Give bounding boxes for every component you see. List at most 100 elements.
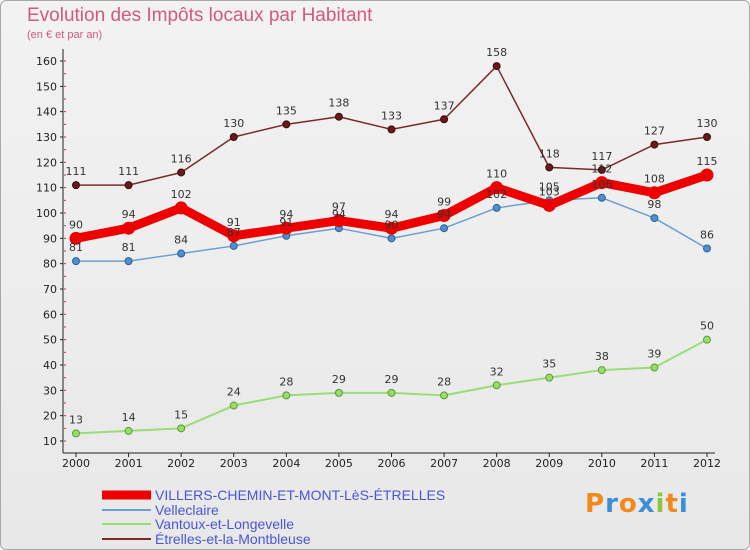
data-point bbox=[385, 221, 398, 235]
y-tick-label: 150 bbox=[36, 80, 57, 93]
y-tick-label: 90 bbox=[43, 232, 57, 245]
legend-label: Velleclaire bbox=[155, 502, 219, 518]
data-label: 97 bbox=[332, 201, 346, 214]
x-tick-label: 2007 bbox=[430, 457, 458, 470]
data-point bbox=[492, 203, 501, 212]
data-point bbox=[703, 335, 711, 344]
data-label: 105 bbox=[539, 180, 560, 193]
y-tick-label: 100 bbox=[36, 207, 57, 220]
data-point bbox=[650, 214, 659, 223]
data-label: 102 bbox=[171, 188, 192, 201]
data-point bbox=[279, 221, 293, 235]
data-label: 94 bbox=[279, 208, 293, 221]
y-tick-label: 80 bbox=[43, 258, 57, 271]
y-tick-label: 10 bbox=[43, 435, 57, 448]
data-label: 91 bbox=[279, 216, 293, 229]
data-label: 38 bbox=[595, 350, 609, 363]
y-tick-label: 30 bbox=[43, 384, 57, 397]
y-tick-label: 110 bbox=[36, 182, 57, 195]
data-point bbox=[440, 391, 449, 400]
data-label: 29 bbox=[385, 373, 399, 386]
chart-title: Evolution des Impôts locaux par Habitant bbox=[27, 5, 373, 26]
legend-label: Étrelles-et-la-Montbleuse bbox=[155, 531, 311, 547]
legend-label: VILLERS-CHEMIN-ET-MONT-LèS-ÉTRELLES bbox=[155, 487, 445, 503]
x-tick-label: 2006 bbox=[378, 457, 406, 470]
y-tick-label: 70 bbox=[43, 283, 57, 296]
legend-label: Vantoux-et-Longevelle bbox=[155, 516, 294, 532]
data-point bbox=[440, 115, 449, 124]
data-label: 13 bbox=[69, 413, 83, 426]
y-tick-label: 160 bbox=[36, 55, 57, 68]
y-tick-label: 130 bbox=[36, 131, 57, 144]
data-point bbox=[490, 181, 504, 195]
data-point bbox=[703, 244, 711, 253]
y-tick-label: 120 bbox=[36, 156, 57, 169]
x-tick-label: 2008 bbox=[483, 457, 511, 470]
y-tick-label: 20 bbox=[43, 410, 57, 423]
data-point bbox=[124, 181, 133, 190]
x-tick-label: 2012 bbox=[693, 457, 721, 470]
data-point bbox=[650, 140, 659, 149]
data-point bbox=[703, 133, 711, 141]
data-point bbox=[69, 231, 83, 245]
data-label: 111 bbox=[118, 165, 139, 178]
x-tick-label: 2010 bbox=[588, 457, 616, 470]
data-point bbox=[282, 120, 291, 129]
data-point bbox=[595, 176, 609, 190]
data-point bbox=[700, 168, 714, 182]
data-point bbox=[387, 125, 396, 134]
data-label: 90 bbox=[69, 218, 83, 231]
proxiti-logo: Proxiti bbox=[585, 489, 689, 519]
data-point bbox=[72, 257, 80, 266]
data-point bbox=[387, 234, 396, 243]
data-label: 103 bbox=[539, 185, 560, 198]
data-label: 158 bbox=[486, 46, 507, 59]
data-label: 14 bbox=[122, 411, 136, 424]
chart-subtitle: (en € et par an) bbox=[27, 29, 103, 41]
y-tick-label: 40 bbox=[43, 359, 57, 372]
data-label: 50 bbox=[700, 320, 714, 333]
data-point bbox=[542, 198, 556, 212]
data-point bbox=[332, 214, 346, 228]
x-tick-label: 2011 bbox=[640, 457, 668, 470]
data-label: 32 bbox=[490, 365, 504, 378]
data-point bbox=[124, 426, 133, 435]
data-label: 84 bbox=[174, 234, 188, 247]
data-label: 102 bbox=[486, 188, 507, 201]
data-label: 28 bbox=[437, 375, 451, 388]
x-tick-label: 2001 bbox=[115, 457, 143, 470]
data-label: 81 bbox=[122, 241, 136, 254]
data-point bbox=[72, 181, 80, 190]
data-label: 39 bbox=[647, 348, 661, 361]
data-label: 90 bbox=[385, 218, 399, 231]
data-point bbox=[597, 193, 606, 202]
x-tick-label: 2000 bbox=[62, 457, 90, 470]
data-label: 94 bbox=[122, 208, 136, 221]
data-label: 35 bbox=[542, 358, 556, 371]
data-label: 116 bbox=[171, 152, 192, 165]
x-tick-label: 2004 bbox=[272, 457, 300, 470]
data-label: 117 bbox=[591, 150, 612, 163]
data-label: 99 bbox=[437, 196, 451, 209]
data-point bbox=[650, 363, 659, 372]
data-label: 94 bbox=[385, 208, 399, 221]
data-label: 15 bbox=[174, 408, 188, 421]
data-point bbox=[334, 112, 343, 121]
data-point bbox=[229, 241, 238, 250]
data-label: 133 bbox=[381, 109, 402, 122]
data-label: 111 bbox=[66, 165, 87, 178]
data-label: 137 bbox=[434, 99, 455, 112]
data-point bbox=[282, 391, 291, 400]
series-line bbox=[75, 338, 708, 435]
data-point bbox=[647, 186, 661, 200]
data-label: 130 bbox=[223, 117, 244, 130]
data-point bbox=[177, 424, 186, 433]
data-point bbox=[122, 221, 136, 235]
data-point bbox=[124, 257, 133, 266]
x-tick-label: 2002 bbox=[167, 457, 195, 470]
data-label: 87 bbox=[227, 226, 241, 239]
data-point bbox=[545, 163, 554, 172]
y-tick-label: 50 bbox=[43, 334, 57, 347]
